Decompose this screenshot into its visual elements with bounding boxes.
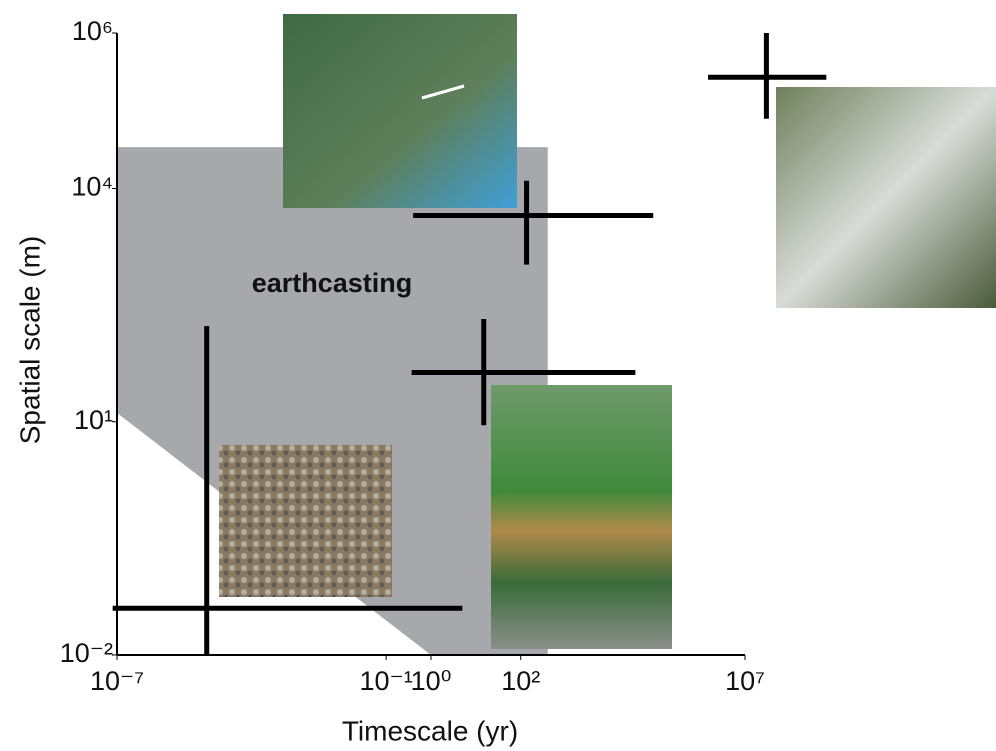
x-tick-label: 10⁷ [725, 666, 765, 696]
x-tick-label: 10⁰ [411, 666, 452, 696]
y-tick-label: 10⁶ [72, 16, 113, 46]
earthcasting-region [117, 147, 548, 655]
y-tick-label: 10¹ [74, 405, 113, 435]
y-axis-label: Spatial scale (m) [14, 236, 45, 445]
x-tick-label: 10⁻¹ [360, 666, 413, 696]
x-tick-label: 10² [501, 666, 540, 696]
gravel-photo [219, 445, 392, 597]
x-axis-label: Timescale (yr) [342, 715, 518, 746]
photo-arrow [421, 84, 465, 100]
region-layer: earthcasting [117, 147, 548, 655]
delta-photo [283, 14, 517, 208]
mountain-photo [776, 87, 996, 308]
y-tick-label: 10⁴ [71, 172, 113, 202]
x-tick-label: 10⁻⁷ [90, 666, 144, 696]
landslide-photo [491, 385, 672, 649]
photos [219, 14, 996, 649]
region-label: earthcasting [252, 268, 413, 298]
y-tick-label: 10⁻² [60, 638, 113, 668]
